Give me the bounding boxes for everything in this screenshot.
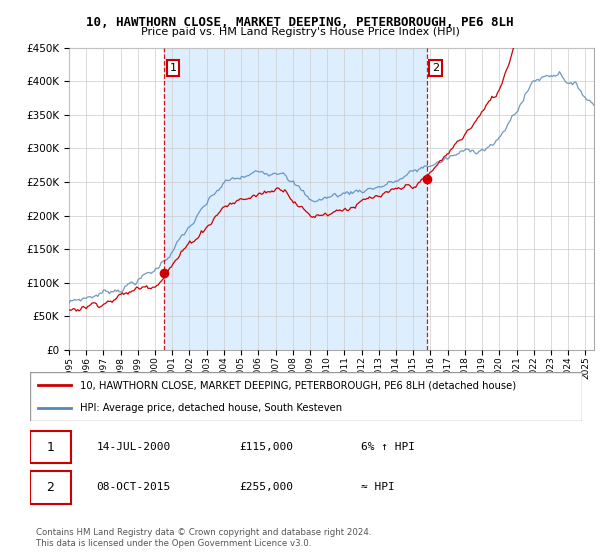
Text: 6% ↑ HPI: 6% ↑ HPI <box>361 442 415 452</box>
Text: 2: 2 <box>431 63 439 73</box>
Text: 08-OCT-2015: 08-OCT-2015 <box>96 482 170 492</box>
Bar <box>164 48 427 350</box>
Text: 1: 1 <box>46 441 55 454</box>
Text: Price paid vs. HM Land Registry's House Price Index (HPI): Price paid vs. HM Land Registry's House … <box>140 27 460 37</box>
Text: HPI: Average price, detached house, South Kesteven: HPI: Average price, detached house, Sout… <box>80 403 342 413</box>
FancyBboxPatch shape <box>30 431 71 464</box>
Text: 10, HAWTHORN CLOSE, MARKET DEEPING, PETERBOROUGH, PE6 8LH (detached house): 10, HAWTHORN CLOSE, MARKET DEEPING, PETE… <box>80 380 516 390</box>
Text: 1: 1 <box>170 63 176 73</box>
Text: 14-JUL-2000: 14-JUL-2000 <box>96 442 170 452</box>
Text: ≈ HPI: ≈ HPI <box>361 482 395 492</box>
FancyBboxPatch shape <box>30 471 71 504</box>
Text: £115,000: £115,000 <box>240 442 294 452</box>
FancyBboxPatch shape <box>30 372 582 421</box>
Text: £255,000: £255,000 <box>240 482 294 492</box>
Text: 10, HAWTHORN CLOSE, MARKET DEEPING, PETERBOROUGH, PE6 8LH: 10, HAWTHORN CLOSE, MARKET DEEPING, PETE… <box>86 16 514 29</box>
Text: Contains HM Land Registry data © Crown copyright and database right 2024.: Contains HM Land Registry data © Crown c… <box>36 528 371 536</box>
Text: This data is licensed under the Open Government Licence v3.0.: This data is licensed under the Open Gov… <box>36 539 311 548</box>
Text: 2: 2 <box>46 481 55 494</box>
